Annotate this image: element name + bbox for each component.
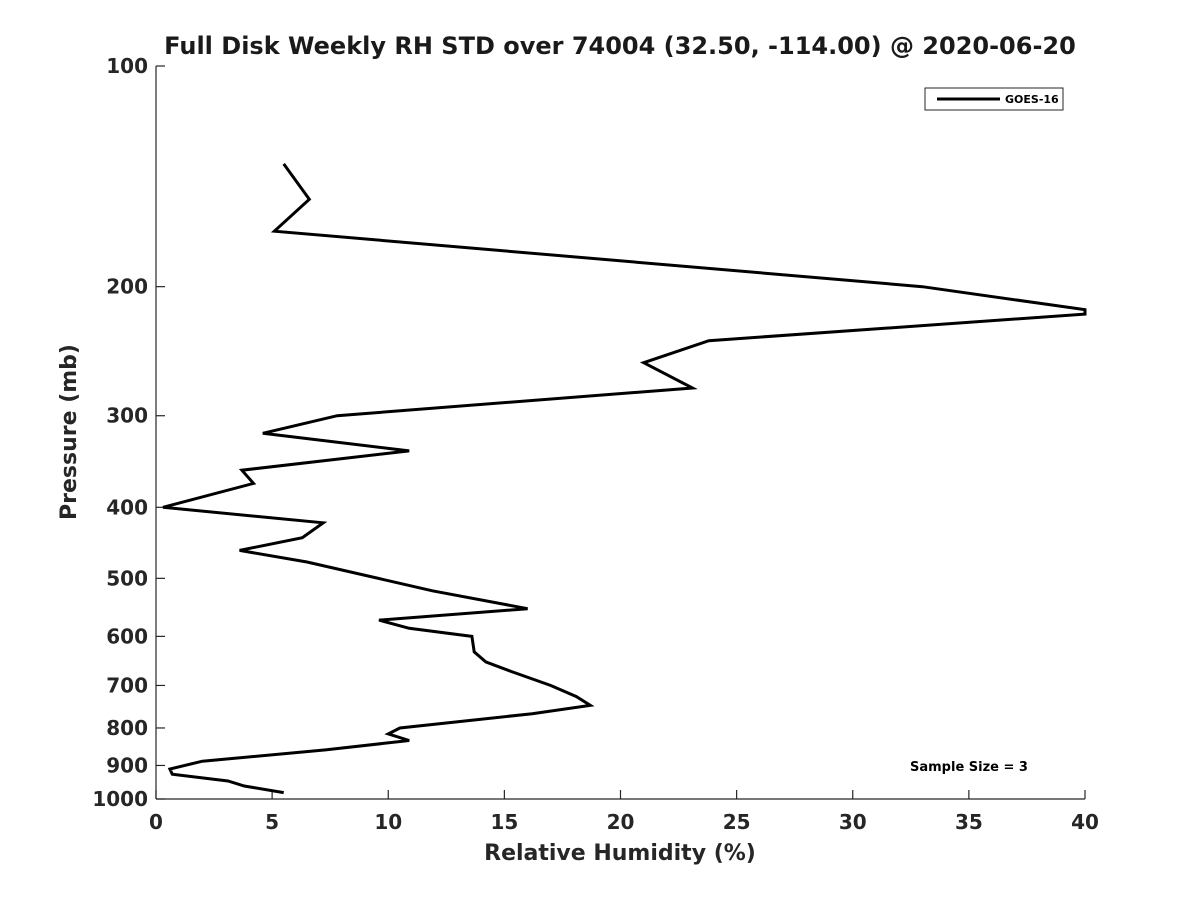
x-tick-label: 40 — [1071, 810, 1099, 834]
legend: GOES-16 — [924, 87, 1064, 111]
sample-size-annotation: Sample Size = 3 — [910, 760, 1028, 775]
y-tick-label: 700 — [106, 673, 148, 697]
x-tick-label: 5 — [265, 810, 279, 834]
y-tick-label: 100 — [106, 54, 148, 78]
y-tick-label: 600 — [106, 624, 148, 648]
x-tick-label: 35 — [955, 810, 983, 834]
x-tick-label: 10 — [374, 810, 402, 834]
y-ticks: 100 200 300 400 500 600 700 800 900 1000 — [92, 54, 165, 811]
x-tick-label: 15 — [490, 810, 518, 834]
y-tick-label: 900 — [106, 753, 148, 777]
series-line-goes-16 — [162, 163, 1087, 795]
y-tick-label: 200 — [106, 275, 148, 299]
y-tick-label: 400 — [106, 495, 148, 519]
x-tick-label: 20 — [607, 810, 635, 834]
y-tick-label: 800 — [106, 716, 148, 740]
x-ticks: 0 5 10 15 20 25 30 35 40 — [149, 790, 1099, 834]
y-tick-label: 1000 — [92, 787, 148, 811]
y-tick-label: 300 — [106, 404, 148, 428]
x-tick-label: 30 — [839, 810, 867, 834]
x-axis-label: Relative Humidity (%) — [484, 841, 756, 866]
x-tick-label: 25 — [723, 810, 751, 834]
x-tick-label: 0 — [149, 810, 163, 834]
legend-entry: GOES-16 — [1005, 93, 1059, 106]
y-tick-label: 500 — [106, 566, 148, 590]
axes — [155, 66, 1085, 800]
y-axis-label: Pressure (mb) — [57, 344, 82, 520]
series-group — [162, 163, 1087, 795]
chart-title: Full Disk Weekly RH STD over 74004 (32.5… — [164, 32, 1076, 60]
